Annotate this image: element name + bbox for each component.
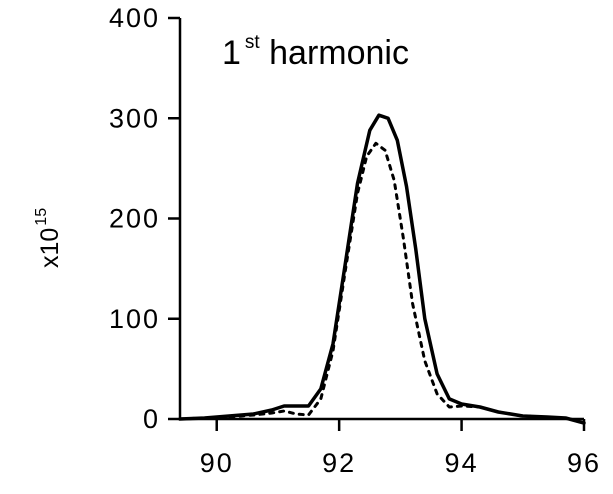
title-base: 1 [222, 34, 241, 72]
title-rest: harmonic [260, 34, 409, 72]
y-axis-label-superscript: 15 [33, 208, 50, 226]
title-superscript: st [245, 32, 261, 53]
x-tick-label: 90 [200, 448, 234, 478]
x-tick-label: 94 [445, 448, 479, 478]
y-tick-label: 100 [109, 304, 160, 334]
y-axis-label: x1015 [33, 208, 64, 268]
y-tick-label: 200 [109, 204, 160, 234]
y-tick-label: 400 [109, 3, 160, 33]
plot-series [178, 113, 586, 425]
x-ticks: 90 92 94 96 [200, 419, 601, 478]
x-tick-label: 96 [567, 448, 601, 478]
y-tick-label: 0 [143, 404, 160, 434]
x-tick-label: 92 [322, 448, 356, 478]
y-axis-label-base: x10 [36, 228, 64, 268]
series-line-solid [178, 113, 586, 425]
y-axis: 0 100 200 300 400 [109, 3, 182, 434]
x-axis: 90 92 94 96 [180, 417, 601, 478]
y-tick-label: 300 [109, 103, 160, 133]
y-ticks: 0 100 200 300 400 [109, 3, 180, 434]
series-line-dotted [178, 141, 586, 425]
